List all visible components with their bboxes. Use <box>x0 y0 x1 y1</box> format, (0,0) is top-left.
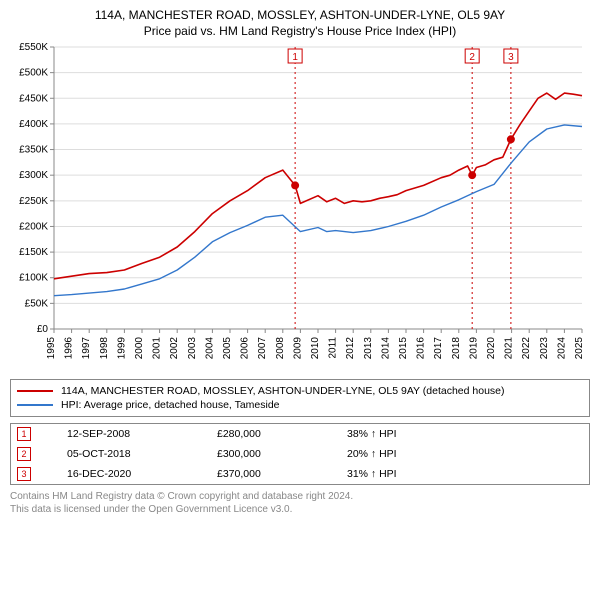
svg-text:2002: 2002 <box>169 337 180 360</box>
sale-row: 2 05-OCT-2018£300,00020% ↑ HPI <box>11 444 589 464</box>
sale-marker: 2 <box>17 447 31 461</box>
svg-text:1999: 1999 <box>116 337 127 360</box>
legend-item: 114A, MANCHESTER ROAD, MOSSLEY, ASHTON-U… <box>17 384 583 398</box>
footnote: Contains HM Land Registry data © Crown c… <box>10 491 590 516</box>
sale-date: 12-SEP-2008 <box>67 428 217 440</box>
price-chart: £0 £50K £100K £150K £200K £250K £300K £350K £400… <box>10 43 590 373</box>
sale-price: £280,000 <box>217 428 347 440</box>
svg-text:2012: 2012 <box>345 337 356 360</box>
legend-label: 114A, MANCHESTER ROAD, MOSSLEY, ASHTON-U… <box>61 385 505 397</box>
svg-text:£0: £0 <box>37 324 49 335</box>
svg-text:2009: 2009 <box>292 337 303 360</box>
sale-diff: 20% ↑ HPI <box>347 448 583 460</box>
svg-text:2021: 2021 <box>504 337 515 360</box>
svg-text:£100K: £100K <box>19 273 48 284</box>
legend-swatch <box>17 404 53 406</box>
svg-text:£300K: £300K <box>19 170 48 181</box>
svg-text:£400K: £400K <box>19 119 48 130</box>
svg-text:1996: 1996 <box>64 337 75 360</box>
svg-text:2015: 2015 <box>398 337 409 360</box>
svg-text:2019: 2019 <box>468 337 479 360</box>
svg-text:1997: 1997 <box>81 337 92 360</box>
svg-text:2025: 2025 <box>574 337 585 360</box>
footnote-line2: This data is licensed under the Open Gov… <box>10 504 590 517</box>
sale-date: 05-OCT-2018 <box>67 448 217 460</box>
svg-text:2013: 2013 <box>363 337 374 360</box>
sale-row: 1 12-SEP-2008£280,00038% ↑ HPI <box>11 424 589 444</box>
footnote-line1: Contains HM Land Registry data © Crown c… <box>10 491 590 504</box>
svg-text:2: 2 <box>469 52 475 63</box>
legend-swatch <box>17 390 53 392</box>
svg-text:1998: 1998 <box>99 337 110 360</box>
legend-label: HPI: Average price, detached house, Tame… <box>61 399 280 411</box>
sale-price: £370,000 <box>217 468 347 480</box>
svg-text:2023: 2023 <box>539 337 550 360</box>
title-line1: 114A, MANCHESTER ROAD, MOSSLEY, ASHTON-U… <box>10 8 590 24</box>
title-line2: Price paid vs. HM Land Registry's House … <box>10 24 590 40</box>
svg-text:2017: 2017 <box>433 337 444 360</box>
legend: 114A, MANCHESTER ROAD, MOSSLEY, ASHTON-U… <box>10 379 590 417</box>
svg-text:£150K: £150K <box>19 247 48 258</box>
svg-text:£550K: £550K <box>19 43 48 53</box>
svg-text:2004: 2004 <box>204 337 215 360</box>
svg-text:2005: 2005 <box>222 337 233 360</box>
sale-diff: 31% ↑ HPI <box>347 468 583 480</box>
sale-row: 3 16-DEC-2020£370,00031% ↑ HPI <box>11 464 589 484</box>
svg-text:2001: 2001 <box>152 337 163 360</box>
svg-text:2008: 2008 <box>275 337 286 360</box>
svg-text:3: 3 <box>508 52 514 63</box>
svg-text:2016: 2016 <box>416 337 427 360</box>
sale-diff: 38% ↑ HPI <box>347 428 583 440</box>
svg-text:2011: 2011 <box>328 337 339 359</box>
svg-text:2007: 2007 <box>257 337 268 360</box>
svg-text:1995: 1995 <box>46 337 57 360</box>
legend-item: HPI: Average price, detached house, Tame… <box>17 398 583 412</box>
svg-text:1: 1 <box>292 52 298 63</box>
svg-text:2006: 2006 <box>240 337 251 360</box>
svg-text:2010: 2010 <box>310 337 321 360</box>
sale-marker: 1 <box>17 427 31 441</box>
svg-text:2018: 2018 <box>451 337 462 360</box>
svg-text:2000: 2000 <box>134 337 145 360</box>
svg-text:£200K: £200K <box>19 222 48 233</box>
svg-text:£250K: £250K <box>19 196 48 207</box>
svg-text:2024: 2024 <box>556 337 567 360</box>
sales-table: 1 12-SEP-2008£280,00038% ↑ HPI 2 05-OCT-201… <box>10 423 590 485</box>
svg-text:2014: 2014 <box>380 337 391 360</box>
sale-price: £300,000 <box>217 448 347 460</box>
sale-date: 16-DEC-2020 <box>67 468 217 480</box>
svg-text:2020: 2020 <box>486 337 497 360</box>
svg-text:£450K: £450K <box>19 93 48 104</box>
svg-text:£350K: £350K <box>19 145 48 156</box>
svg-text:2003: 2003 <box>187 337 198 360</box>
sale-marker: 3 <box>17 467 31 481</box>
svg-text:£500K: £500K <box>19 68 48 79</box>
svg-text:£50K: £50K <box>25 299 49 310</box>
svg-text:2022: 2022 <box>521 337 532 360</box>
